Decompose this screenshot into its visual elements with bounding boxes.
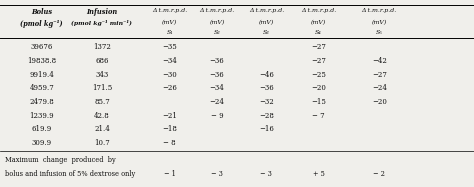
Text: 21.4: 21.4 <box>94 125 110 133</box>
Text: 686: 686 <box>95 57 109 65</box>
Text: − 7: − 7 <box>312 112 325 120</box>
Text: (mV): (mV) <box>372 20 387 25</box>
Text: 42.8: 42.8 <box>94 112 110 120</box>
Text: (mV): (mV) <box>259 20 274 25</box>
Text: 1239.9: 1239.9 <box>29 112 54 120</box>
Text: −34: −34 <box>210 84 225 92</box>
Text: −18: −18 <box>162 125 177 133</box>
Text: − 9: − 9 <box>211 112 223 120</box>
Text: 19838.8: 19838.8 <box>27 57 56 65</box>
Text: − 8: − 8 <box>164 139 176 147</box>
Text: Maximum  change  produced  by: Maximum change produced by <box>5 156 116 164</box>
Text: −27: −27 <box>372 71 387 79</box>
Text: + 5: + 5 <box>312 170 325 178</box>
Text: S₄: S₄ <box>315 30 322 35</box>
Text: −36: −36 <box>259 84 274 92</box>
Text: 10.7: 10.7 <box>94 139 110 147</box>
Text: 85.7: 85.7 <box>94 98 110 106</box>
Text: 4959.7: 4959.7 <box>29 84 54 92</box>
Text: 619.9: 619.9 <box>32 125 52 133</box>
Text: Bolus: Bolus <box>31 8 52 16</box>
Text: Infusion: Infusion <box>86 8 118 16</box>
Text: −35: −35 <box>162 43 177 51</box>
Text: 1372: 1372 <box>93 43 111 51</box>
Text: −28: −28 <box>259 112 274 120</box>
Text: Δ t.m.r.p.d.: Δ t.m.r.p.d. <box>152 8 187 13</box>
Text: 9919.4: 9919.4 <box>29 71 54 79</box>
Text: − 3: − 3 <box>260 170 273 178</box>
Text: −30: −30 <box>162 71 177 79</box>
Text: −26: −26 <box>162 84 177 92</box>
Text: (mV): (mV) <box>162 20 177 25</box>
Text: S₁: S₁ <box>166 30 173 35</box>
Text: −46: −46 <box>259 71 274 79</box>
Text: −42: −42 <box>372 57 387 65</box>
Text: Δ t.m.r.p.d.: Δ t.m.r.p.d. <box>362 8 397 13</box>
Text: −27: −27 <box>311 43 326 51</box>
Text: S₃: S₃ <box>263 30 270 35</box>
Text: 2479.8: 2479.8 <box>29 98 54 106</box>
Text: − 1: − 1 <box>164 170 176 178</box>
Text: 343: 343 <box>95 71 109 79</box>
Text: −36: −36 <box>210 71 225 79</box>
Text: − 3: − 3 <box>211 170 223 178</box>
Text: Δ t.m.r.p.d.: Δ t.m.r.p.d. <box>249 8 284 13</box>
Text: Δ t.m.r.p.d.: Δ t.m.r.p.d. <box>301 8 336 13</box>
Text: 309.9: 309.9 <box>32 139 52 147</box>
Text: S₂: S₂ <box>214 30 220 35</box>
Text: −24: −24 <box>372 84 387 92</box>
Text: −16: −16 <box>259 125 274 133</box>
Text: bolus and infusion of 5% dextrose only: bolus and infusion of 5% dextrose only <box>5 170 135 178</box>
Text: −36: −36 <box>210 57 225 65</box>
Text: (pmol kg⁻¹ min⁻¹): (pmol kg⁻¹ min⁻¹) <box>72 20 132 26</box>
Text: (pmol kg⁻¹): (pmol kg⁻¹) <box>20 20 63 28</box>
Text: Δ t.m.r.p.d.: Δ t.m.r.p.d. <box>200 8 235 13</box>
Text: (mV): (mV) <box>311 20 326 25</box>
Text: −34: −34 <box>162 57 177 65</box>
Text: −20: −20 <box>311 84 326 92</box>
Text: −21: −21 <box>162 112 177 120</box>
Text: S₅: S₅ <box>376 30 383 35</box>
Text: −15: −15 <box>311 98 326 106</box>
Text: 171.5: 171.5 <box>92 84 112 92</box>
Text: −25: −25 <box>311 71 326 79</box>
Text: 39676: 39676 <box>30 43 53 51</box>
Text: (mV): (mV) <box>210 20 225 25</box>
Text: − 2: − 2 <box>373 170 385 178</box>
Text: −24: −24 <box>210 98 225 106</box>
Text: −27: −27 <box>311 57 326 65</box>
Text: −32: −32 <box>259 98 274 106</box>
Text: −20: −20 <box>372 98 387 106</box>
